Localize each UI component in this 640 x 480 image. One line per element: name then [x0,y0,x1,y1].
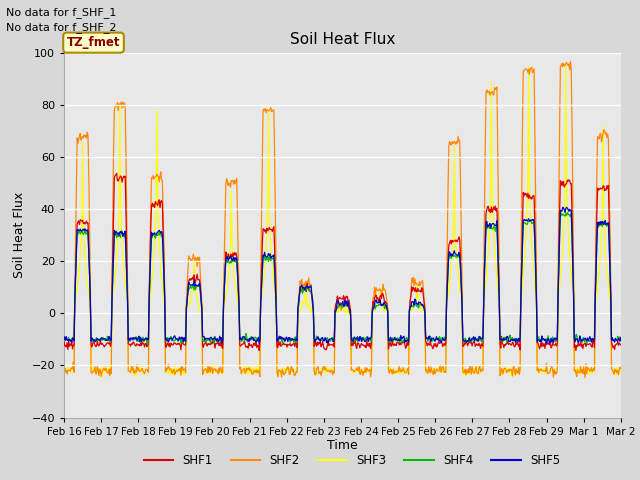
SHF3 [617,368,625,373]
SHF2 [581,374,589,380]
Line: SHF1: SHF1 [64,173,621,350]
SHF3 [185,300,193,306]
SHF3 [428,370,435,375]
SHF3 [214,369,222,375]
SHF4 [144,341,152,347]
SHF2 [566,59,574,64]
Text: No data for f_SHF_1: No data for f_SHF_1 [6,7,116,18]
SHF4 [70,336,78,341]
SHF2 [426,370,434,375]
SHF2 [410,283,418,288]
SHF4 [185,287,193,292]
Title: Soil Heat Flux: Soil Heat Flux [290,33,395,48]
SHF1 [617,342,625,348]
SHF3 [128,369,136,375]
SHF3 [562,63,570,69]
SHF4 [127,336,135,342]
SHF1 [128,341,136,347]
SHF1 [70,343,78,348]
SHF5 [127,336,135,341]
SHF5 [255,341,263,347]
SHF5 [411,296,419,302]
SHF4 [428,336,435,341]
SHF4 [564,210,572,216]
SHF4 [617,336,625,341]
SHF3 [411,299,419,304]
Legend: SHF1, SHF2, SHF3, SHF4, SHF5: SHF1, SHF2, SHF3, SHF4, SHF5 [139,449,565,472]
SHF2 [70,370,78,375]
SHF2 [617,365,625,371]
SHF5 [617,335,625,340]
SHF5 [428,338,435,344]
Line: SHF4: SHF4 [64,213,621,344]
SHF2 [214,369,221,374]
SHF3 [70,368,78,374]
SHF1 [428,343,436,348]
SHF3 [60,363,68,369]
Line: SHF2: SHF2 [64,61,621,377]
X-axis label: Time: Time [327,439,358,453]
SHF2 [184,268,192,274]
Text: No data for f_SHF_2: No data for f_SHF_2 [6,22,117,33]
SHF2 [127,363,135,369]
SHF5 [184,290,192,296]
SHF3 [98,374,106,380]
SHF1 [113,170,120,176]
SHF2 [60,373,68,379]
SHF5 [214,336,221,342]
SHF4 [411,301,419,307]
Line: SHF5: SHF5 [64,207,621,344]
SHF1 [185,279,193,285]
SHF4 [60,337,68,343]
SHF5 [563,204,570,210]
Text: TZ_fmet: TZ_fmet [67,36,120,49]
SHF1 [60,338,68,344]
SHF1 [214,339,222,345]
SHF5 [70,337,78,343]
SHF4 [214,338,222,344]
Line: SHF3: SHF3 [64,66,621,377]
Y-axis label: Soil Heat Flux: Soil Heat Flux [13,192,26,278]
SHF1 [255,348,263,353]
SHF5 [60,336,68,342]
SHF1 [412,285,419,290]
